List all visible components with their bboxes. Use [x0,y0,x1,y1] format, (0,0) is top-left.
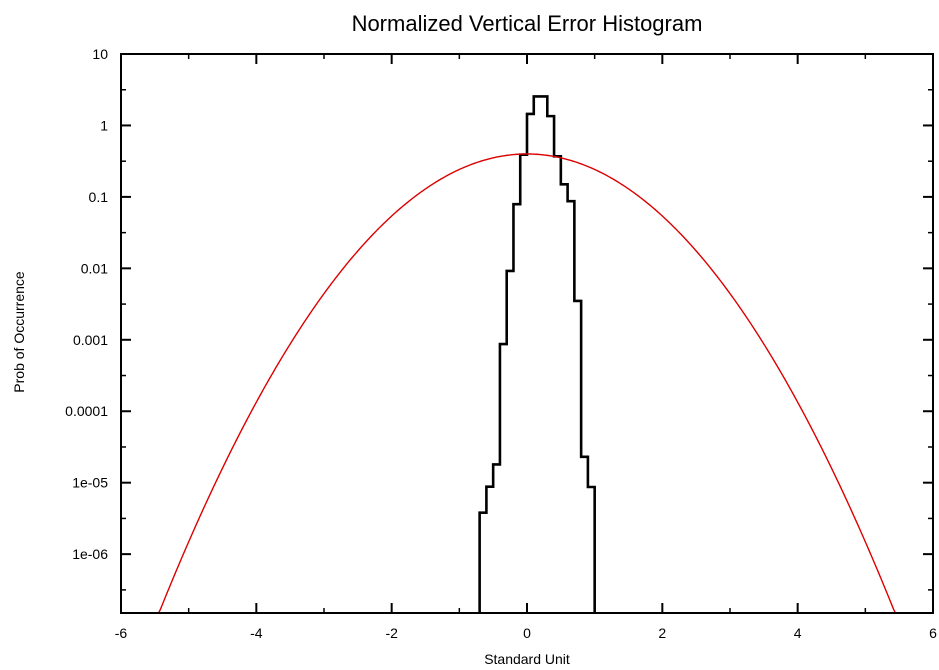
x-tick-label: 4 [794,625,802,641]
x-tick-label: 0 [523,625,531,641]
y-tick-label: 0.1 [89,189,109,205]
x-axis-label: Standard Unit [484,651,570,667]
x-tick-label: -4 [250,625,263,641]
x-tick-label: 2 [658,625,666,641]
y-tick-label: 0.01 [81,260,108,276]
axes-group: -6 -4 -2 0 2 4 6 10 1 0.1 0.01 0.001 0.0001 1e-05 1e-0… [65,46,937,641]
normal-distribution-curve [154,153,900,614]
y-tick-label: 0.0001 [65,403,108,419]
x-tick-label: -2 [385,625,398,641]
y-tick-label: 1e-06 [72,546,108,562]
chart-title: Normalized Vertical Error Histogram [352,11,703,36]
x-tick-label: 6 [929,625,937,641]
y-tick-label: 1e-05 [72,475,108,491]
y-tick-label: 10 [92,46,108,62]
plot-frame [120,53,934,614]
y-tick-label: 1 [100,117,108,133]
x-tick-label: -6 [115,625,128,641]
y-tick-label: 0.001 [73,332,108,348]
data-series-group [154,95,900,614]
histogram-step-line [478,95,596,613]
y-axis-label: Prob of Occurrence [11,271,27,393]
